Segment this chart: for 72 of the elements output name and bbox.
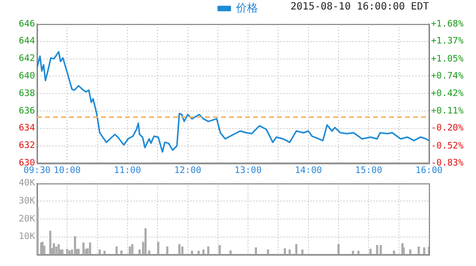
- bar: [207, 246, 210, 254]
- y-tick-label: 636: [18, 106, 35, 116]
- bar: [380, 245, 382, 254]
- y2-tick-label: -0.20%: [431, 124, 464, 134]
- bar: [301, 249, 304, 254]
- bar: [166, 246, 168, 254]
- x-tick-label: 10:00: [54, 166, 81, 176]
- y-tick-label: 40K: [18, 178, 36, 189]
- bar: [357, 250, 360, 254]
- legend-label: 价格: [234, 1, 258, 14]
- y-tick-label: 644: [18, 36, 35, 47]
- bar: [82, 242, 85, 254]
- y2-tick-label: -0.52%: [431, 141, 464, 152]
- y2-tick-label: +1.05%: [431, 54, 464, 64]
- bar: [190, 250, 194, 254]
- bar: [157, 242, 160, 254]
- bar: [144, 228, 147, 254]
- x-tick-label: 15:00: [355, 166, 382, 176]
- x-tick-label: 16:00: [415, 166, 443, 176]
- y2-tick-label: +0.11%: [431, 106, 464, 116]
- bar: [181, 246, 184, 254]
- y-tick-label: 646: [18, 19, 35, 30]
- bar: [376, 245, 378, 254]
- bar: [337, 244, 340, 254]
- y-tick-label: 10K: [18, 232, 36, 242]
- text: 2015-08-10 16:00:00 EDT: [290, 2, 429, 13]
- bar: [254, 247, 257, 254]
- bar: [58, 244, 60, 254]
- bar: [218, 245, 221, 254]
- y-tick-label: 642: [18, 54, 35, 64]
- y-tick-label: 20K: [18, 214, 36, 224]
- bar: [352, 250, 354, 254]
- bar: [288, 249, 291, 254]
- bar: [284, 248, 286, 254]
- bar: [49, 230, 52, 254]
- bar: [369, 248, 372, 254]
- y-tick-label: 638: [18, 88, 35, 99]
- x-tick-label: 13:00: [234, 166, 262, 176]
- bar: [392, 250, 396, 254]
- y-tick-label: 632: [18, 141, 35, 152]
- x-tick-label: 14:00: [294, 166, 322, 176]
- y-tick-label: 30K: [18, 196, 36, 207]
- bar: [178, 244, 180, 254]
- bar: [116, 246, 118, 254]
- bar: [131, 244, 134, 254]
- bar: [266, 249, 270, 254]
- x-tick-label: 12:00: [174, 166, 202, 176]
- bar: [68, 250, 71, 254]
- bar: [43, 246, 46, 254]
- bar: [230, 250, 232, 254]
- x-tick-label: 11:00: [114, 166, 142, 176]
- x-tick-label: 09:30: [23, 166, 51, 176]
- bar: [409, 249, 412, 254]
- bar: [66, 248, 68, 254]
- y2-tick-label: +1.37%: [431, 36, 464, 47]
- bar: [198, 250, 200, 254]
- bar: [55, 246, 58, 254]
- y2-tick-label: +1.68%: [431, 19, 464, 30]
- bar: [98, 249, 101, 254]
- bar: [103, 250, 106, 254]
- bar: [418, 246, 420, 254]
- bar: [120, 250, 123, 254]
- y-tick-label: 634: [18, 124, 35, 134]
- y2-tick-label: +0.74%: [431, 71, 464, 82]
- bar: [402, 247, 405, 254]
- bar: [128, 246, 131, 254]
- bar: [295, 244, 298, 254]
- bar: [423, 247, 426, 254]
- y-tick-label: 640: [18, 72, 35, 82]
- y2-tick-label: +0.42%: [431, 89, 464, 100]
- bar: [88, 242, 92, 254]
- bar: [202, 249, 205, 254]
